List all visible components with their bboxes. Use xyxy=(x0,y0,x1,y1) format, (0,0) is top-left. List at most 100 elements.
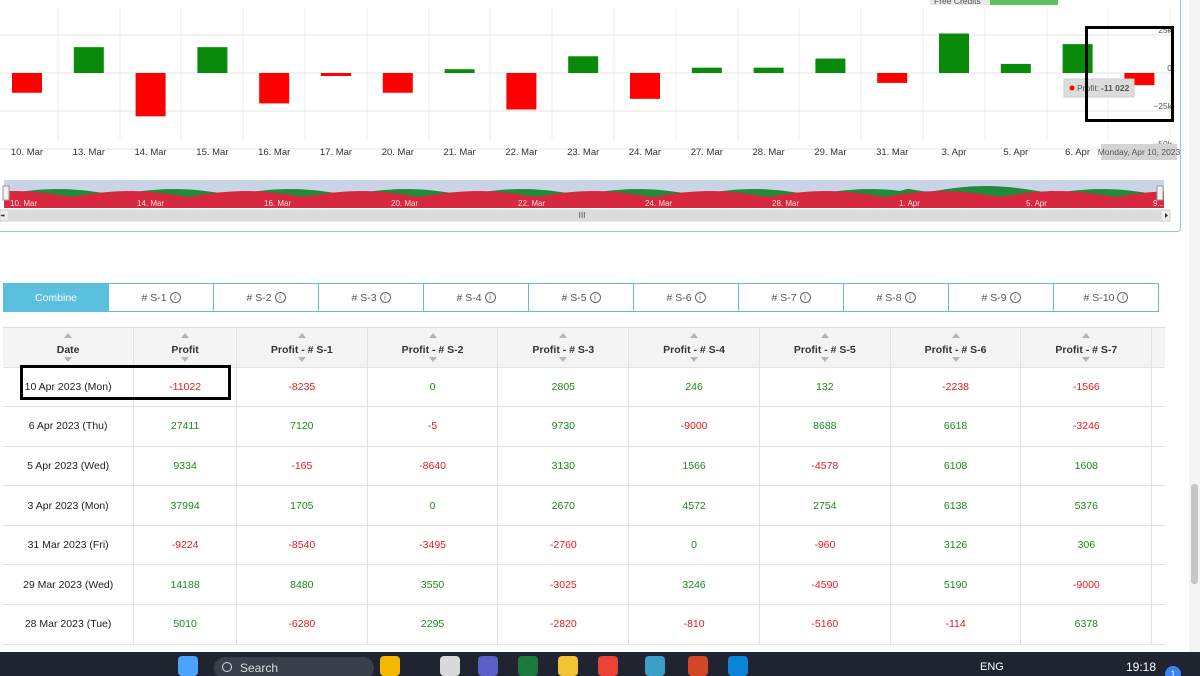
tab-s-7[interactable]: # S-7 i xyxy=(738,283,844,312)
info-icon[interactable]: i xyxy=(904,292,916,303)
column-header[interactable]: Date xyxy=(3,328,135,368)
column-header[interactable]: Profit - # S-3 xyxy=(497,328,630,368)
table-row[interactable]: 10 Apr 2023 (Mon) -11022 -8235 0 2805 246 132-… xyxy=(3,367,1165,408)
tab-s-1[interactable]: # S-1 i xyxy=(108,283,214,312)
bar-29--mar[interactable] xyxy=(815,58,846,73)
bar-24--mar[interactable] xyxy=(630,73,660,99)
sort-asc-icon[interactable] xyxy=(951,333,960,338)
sort-desc-icon[interactable] xyxy=(64,356,73,362)
navigator-scroll-right-arrow[interactable] xyxy=(1165,213,1168,218)
weather-icon[interactable] xyxy=(380,656,400,676)
teams-icon[interactable] xyxy=(478,656,498,676)
sort-desc-icon[interactable] xyxy=(820,356,829,362)
column-header[interactable]: Profit - # S-1 xyxy=(236,328,368,368)
column-header[interactable]: Profit - # S-4 xyxy=(628,328,760,368)
page-scrollbar[interactable] xyxy=(1189,0,1200,652)
column-header[interactable]: Profit - # S-6 xyxy=(890,328,1022,368)
tab-s-4[interactable]: # S-4 i xyxy=(423,283,529,312)
bar-15--mar[interactable] xyxy=(197,47,228,73)
bar-6--apr[interactable] xyxy=(1062,44,1093,73)
bar-31--mar[interactable] xyxy=(877,73,908,83)
column-header[interactable]: Profit - # S-5 xyxy=(759,328,891,368)
sort-asc-icon[interactable] xyxy=(64,333,73,338)
info-icon[interactable]: i xyxy=(589,292,601,303)
column-header-label: Profit - # S-7 xyxy=(1055,344,1118,357)
tab-s-2[interactable]: # S-2 i xyxy=(213,283,319,312)
sort-asc-icon[interactable] xyxy=(690,333,699,338)
table-row[interactable]: 29 Mar 2023 (Wed) 14188 8480 3550 -3025 3246-… xyxy=(3,564,1165,606)
bar-3--apr[interactable] xyxy=(939,33,969,73)
bar-22--mar[interactable] xyxy=(506,73,537,110)
tooltip-value: -11 022 xyxy=(1101,83,1130,93)
windows-icon[interactable] xyxy=(178,656,198,676)
powerpoint-icon[interactable] xyxy=(688,656,708,676)
tab-s-9[interactable]: # S-9 i xyxy=(948,283,1054,312)
bar-28--mar[interactable] xyxy=(753,67,784,73)
sort-desc-icon[interactable] xyxy=(951,356,960,362)
bar-10--mar[interactable] xyxy=(12,73,42,93)
taskbar-search-input[interactable]: Search xyxy=(214,657,374,676)
navigator-handle-right[interactable] xyxy=(1156,185,1164,201)
sort-desc-icon[interactable] xyxy=(1082,356,1091,362)
table-row[interactable]: 3 Apr 2023 (Mon) 37994 1705 0 2670 4572 2754 61… xyxy=(3,485,1165,526)
free-credits-bar[interactable] xyxy=(990,0,1058,5)
page-scrollbar-thumb[interactable] xyxy=(1191,484,1198,584)
bar-16--mar[interactable] xyxy=(259,73,290,104)
sort-asc-icon[interactable] xyxy=(297,333,306,338)
sort-desc-icon[interactable] xyxy=(690,356,699,362)
column-header[interactable]: Profit xyxy=(133,328,237,368)
bar-23--mar[interactable] xyxy=(568,56,599,73)
column-header[interactable]: Profit - # S-7 xyxy=(1020,328,1153,368)
clock[interactable]: 19:18 xyxy=(1126,660,1157,674)
sort-desc-icon[interactable] xyxy=(297,356,306,362)
folder-icon[interactable] xyxy=(558,656,578,676)
column-header[interactable]: Profit - # S-2 xyxy=(367,328,499,368)
table-row[interactable]: 31 Mar 2023 (Fri) -9224 -8540 -3495 -2760 0 -9… xyxy=(3,525,1165,566)
table-row[interactable]: 5 Apr 2023 (Wed) 9334 -165 -8640 3130 1566 -45… xyxy=(3,446,1165,487)
sort-asc-icon[interactable] xyxy=(1082,333,1091,338)
tab-combine[interactable]: Combine xyxy=(3,283,109,312)
info-icon[interactable]: i xyxy=(694,292,706,303)
navigator-scroll-left-arrow[interactable] xyxy=(0,214,5,217)
info-icon[interactable]: i xyxy=(484,292,496,303)
info-icon[interactable]: i xyxy=(1009,292,1021,303)
bar-14--mar[interactable] xyxy=(135,73,166,117)
info-icon[interactable]: i xyxy=(274,292,286,303)
info-icon[interactable]: i xyxy=(1117,292,1129,303)
sort-asc-icon[interactable] xyxy=(181,333,190,338)
navigator-scrollbar-thumb[interactable] xyxy=(8,211,1162,220)
tab-s-10[interactable]: # S-10 i xyxy=(1053,283,1159,312)
maps-icon[interactable] xyxy=(645,656,665,676)
chrome-icon[interactable] xyxy=(598,656,618,676)
notification-badge[interactable]: 1 xyxy=(1165,666,1181,676)
bar-21--mar[interactable] xyxy=(444,69,475,73)
bar-27--mar[interactable] xyxy=(691,67,722,73)
info-icon[interactable]: i xyxy=(799,292,811,303)
edge-icon[interactable] xyxy=(728,656,748,676)
excel-icon[interactable] xyxy=(518,656,538,676)
column-header[interactable]: Profi xyxy=(1151,328,1165,368)
tab-s-3[interactable]: # S-3 i xyxy=(318,283,424,312)
language-indicator[interactable]: ENG xyxy=(980,661,1004,673)
sort-asc-icon[interactable] xyxy=(559,333,568,338)
bar-17--mar[interactable] xyxy=(321,73,351,77)
tab-s-6[interactable]: # S-6 i xyxy=(633,283,739,312)
info-icon[interactable]: i xyxy=(379,292,391,303)
table-row[interactable]: 6 Apr 2023 (Thu) 27411 7120 -5 9730 -9000 8688… xyxy=(3,406,1165,447)
bar-5--apr[interactable] xyxy=(1000,63,1031,73)
sort-desc-icon[interactable] xyxy=(428,356,437,362)
sort-asc-icon[interactable] xyxy=(428,333,437,338)
info-icon[interactable]: i xyxy=(169,292,181,303)
sort-desc-icon[interactable] xyxy=(559,356,568,362)
navigator-handle-left[interactable] xyxy=(2,185,10,201)
tab-s-5[interactable]: # S-5 i xyxy=(528,283,634,312)
table-row[interactable]: 28 Mar 2023 (Tue) 5010 -6280 2295 -2820 -810-… xyxy=(3,604,1165,645)
bar-20--mar[interactable] xyxy=(382,73,413,93)
bar-13--mar[interactable] xyxy=(73,47,104,73)
profit-cell: 6138 xyxy=(890,485,1022,526)
sort-desc-icon[interactable] xyxy=(181,356,190,362)
files-icon[interactable] xyxy=(440,656,460,676)
tab-s-8[interactable]: # S-8 i xyxy=(843,283,949,312)
sort-asc-icon[interactable] xyxy=(820,333,829,338)
